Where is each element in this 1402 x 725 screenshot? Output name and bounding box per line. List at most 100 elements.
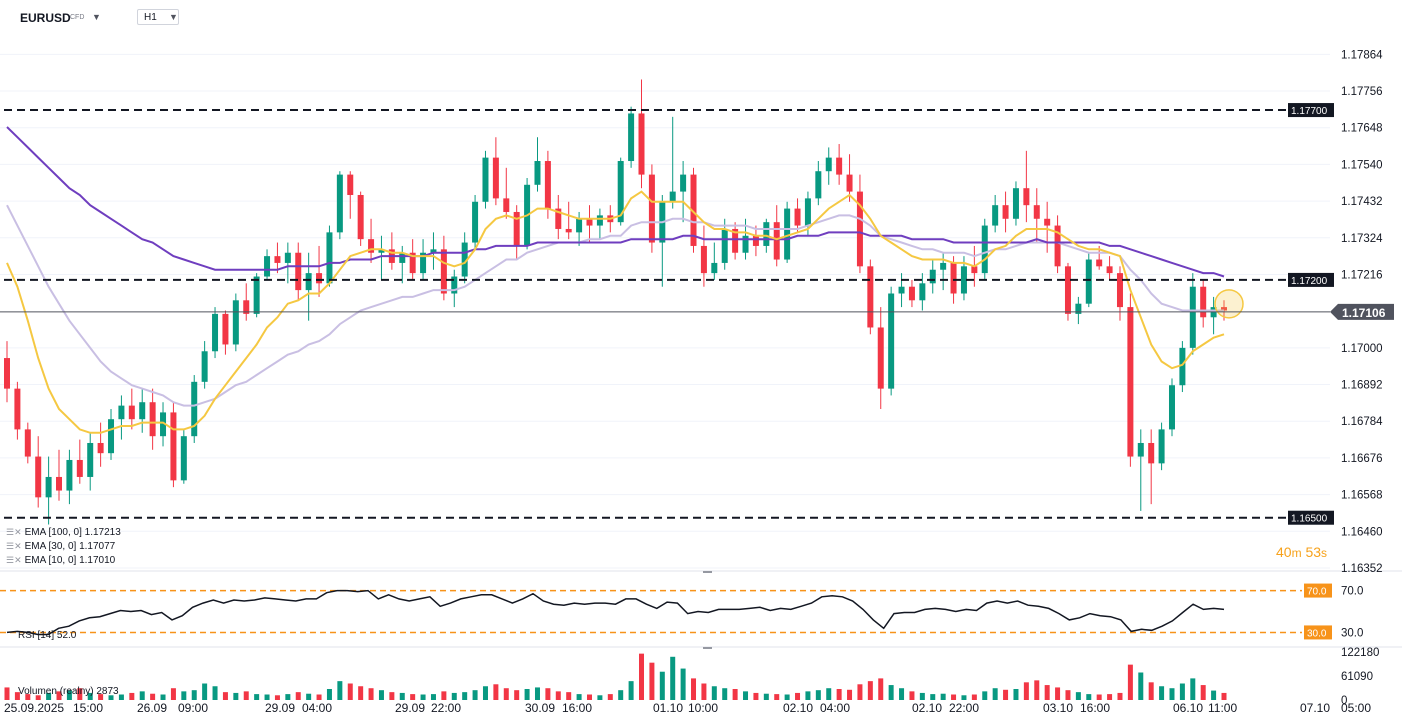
candle-body xyxy=(617,161,624,223)
candle-body xyxy=(908,286,915,301)
price-tick-label: 1.17324 xyxy=(1341,233,1383,245)
candle-body xyxy=(118,405,125,420)
candle-body xyxy=(971,266,978,274)
last-price-tag xyxy=(1330,303,1394,320)
volume-bar xyxy=(1200,685,1206,700)
candle-body xyxy=(940,262,947,270)
candle-body xyxy=(1127,307,1134,457)
candle-body xyxy=(1064,266,1071,314)
volume-bar xyxy=(233,692,239,700)
volume-bar xyxy=(1096,694,1102,700)
candle-body xyxy=(690,174,697,246)
candle-body xyxy=(1054,225,1061,267)
legend-ema100[interactable]: ☰✕ EMA [100, 0] 1.17213 xyxy=(6,527,121,538)
timeframe-select[interactable]: H1 ▼ xyxy=(137,9,179,25)
volume-bar xyxy=(763,693,769,700)
volume-bar xyxy=(108,695,114,700)
legend-ema10[interactable]: ☰✕ EMA [10, 0] 1.17010 xyxy=(6,555,115,566)
rsi-level-label: 30.0 xyxy=(1307,628,1327,639)
legend-ema30[interactable]: ☰✕ EMA [30, 0] 1.17077 xyxy=(6,541,115,552)
time-tick-label: 02.10 xyxy=(783,701,813,715)
candle-body xyxy=(825,157,832,172)
volume-bar xyxy=(514,690,520,700)
volume-bar xyxy=(826,688,832,700)
grid-lines xyxy=(0,53,1402,649)
legend-menu-icon[interactable]: ☰✕ xyxy=(6,541,22,551)
legend-ema100-label: EMA [100, 0] 1.17213 xyxy=(24,527,121,538)
candle-body xyxy=(700,245,707,274)
volume-bar xyxy=(493,684,499,700)
candle-body xyxy=(721,228,728,263)
candle-body xyxy=(420,252,427,274)
symbol-type: CFD xyxy=(70,14,85,21)
volume-bar xyxy=(25,694,31,700)
volume-bar xyxy=(378,690,384,700)
volume-bar xyxy=(1065,690,1071,700)
volume-bar xyxy=(420,694,426,700)
volume-bar xyxy=(940,693,946,700)
volume-bar xyxy=(181,691,187,700)
price-tick-label: 1.16460 xyxy=(1341,526,1383,538)
candle-body xyxy=(201,351,208,382)
candle-body xyxy=(399,252,406,263)
candle-body xyxy=(929,269,936,284)
volume-bar xyxy=(691,678,697,700)
candle-body xyxy=(347,174,354,195)
rsi-pane: 70.0 30.0 xyxy=(0,583,1332,640)
candle-body xyxy=(1179,347,1186,386)
candle-body xyxy=(253,276,260,314)
rsi-legend[interactable]: RSI [14] 52.0 xyxy=(18,630,77,641)
volume-bar xyxy=(576,694,582,700)
candle-body xyxy=(1023,188,1030,206)
time-tick-label: 30.09 xyxy=(525,701,555,715)
time-tick-label: 16:00 xyxy=(562,701,592,715)
volume-bar xyxy=(1148,682,1154,700)
volume-bar xyxy=(118,694,124,700)
symbol-dropdown-caret-icon[interactable]: ▼ xyxy=(92,12,101,22)
candle-body xyxy=(596,215,603,226)
candle-body xyxy=(87,442,94,477)
candle-body xyxy=(97,442,104,454)
price-tick-label: 1.17540 xyxy=(1341,159,1383,171)
candle-body xyxy=(170,412,177,481)
candle-body xyxy=(336,174,343,233)
time-tick-label: 29.09 xyxy=(395,701,425,715)
volume-bar xyxy=(56,691,62,700)
volume-bar xyxy=(306,693,312,700)
rsi-level-box xyxy=(1304,583,1332,598)
price-tick-label: 1.16892 xyxy=(1341,380,1383,392)
time-tick-label: 09:00 xyxy=(178,701,208,715)
volume-bar xyxy=(930,694,936,700)
volume-bar xyxy=(410,694,416,700)
legend-menu-icon[interactable]: ☰✕ xyxy=(6,527,22,537)
candle-body xyxy=(981,225,988,274)
volume-legend[interactable]: Volumen (realny) 2873 xyxy=(18,686,119,697)
countdown-m: m xyxy=(1291,546,1302,560)
candle-body xyxy=(222,313,229,345)
volume-bar xyxy=(722,688,728,700)
candle-body xyxy=(794,208,801,226)
candle-body xyxy=(586,218,593,226)
candle-body xyxy=(804,198,811,226)
volume-bar xyxy=(1034,680,1040,700)
candle-body xyxy=(1012,188,1019,219)
symbol-name[interactable]: EURUSD xyxy=(20,11,71,25)
axes: 1.17864 1.17756 1.17648 1.17540 1.17432 1.173… xyxy=(4,49,1383,715)
candle-body xyxy=(232,300,239,345)
price-tick-label: 1.17000 xyxy=(1341,343,1383,355)
candle-body xyxy=(534,161,541,185)
volume-bar xyxy=(982,691,988,700)
volume-axis-label: 0 xyxy=(1341,695,1347,707)
horizontal-levels: 1.17700 1.17200 1.16500 1.17106 xyxy=(0,103,1394,525)
volume-bar xyxy=(389,692,395,700)
legend-menu-icon[interactable]: ☰✕ xyxy=(6,555,22,565)
volume-bar xyxy=(899,688,905,700)
volume-bar xyxy=(732,688,738,700)
time-tick-label: 26.09 xyxy=(137,701,167,715)
volume-bar xyxy=(503,688,509,700)
volume-bars xyxy=(4,653,1227,700)
candle-body xyxy=(960,266,967,294)
level-price-label: 1.17700 xyxy=(1291,106,1328,117)
time-tick-label: 15:00 xyxy=(73,701,103,715)
